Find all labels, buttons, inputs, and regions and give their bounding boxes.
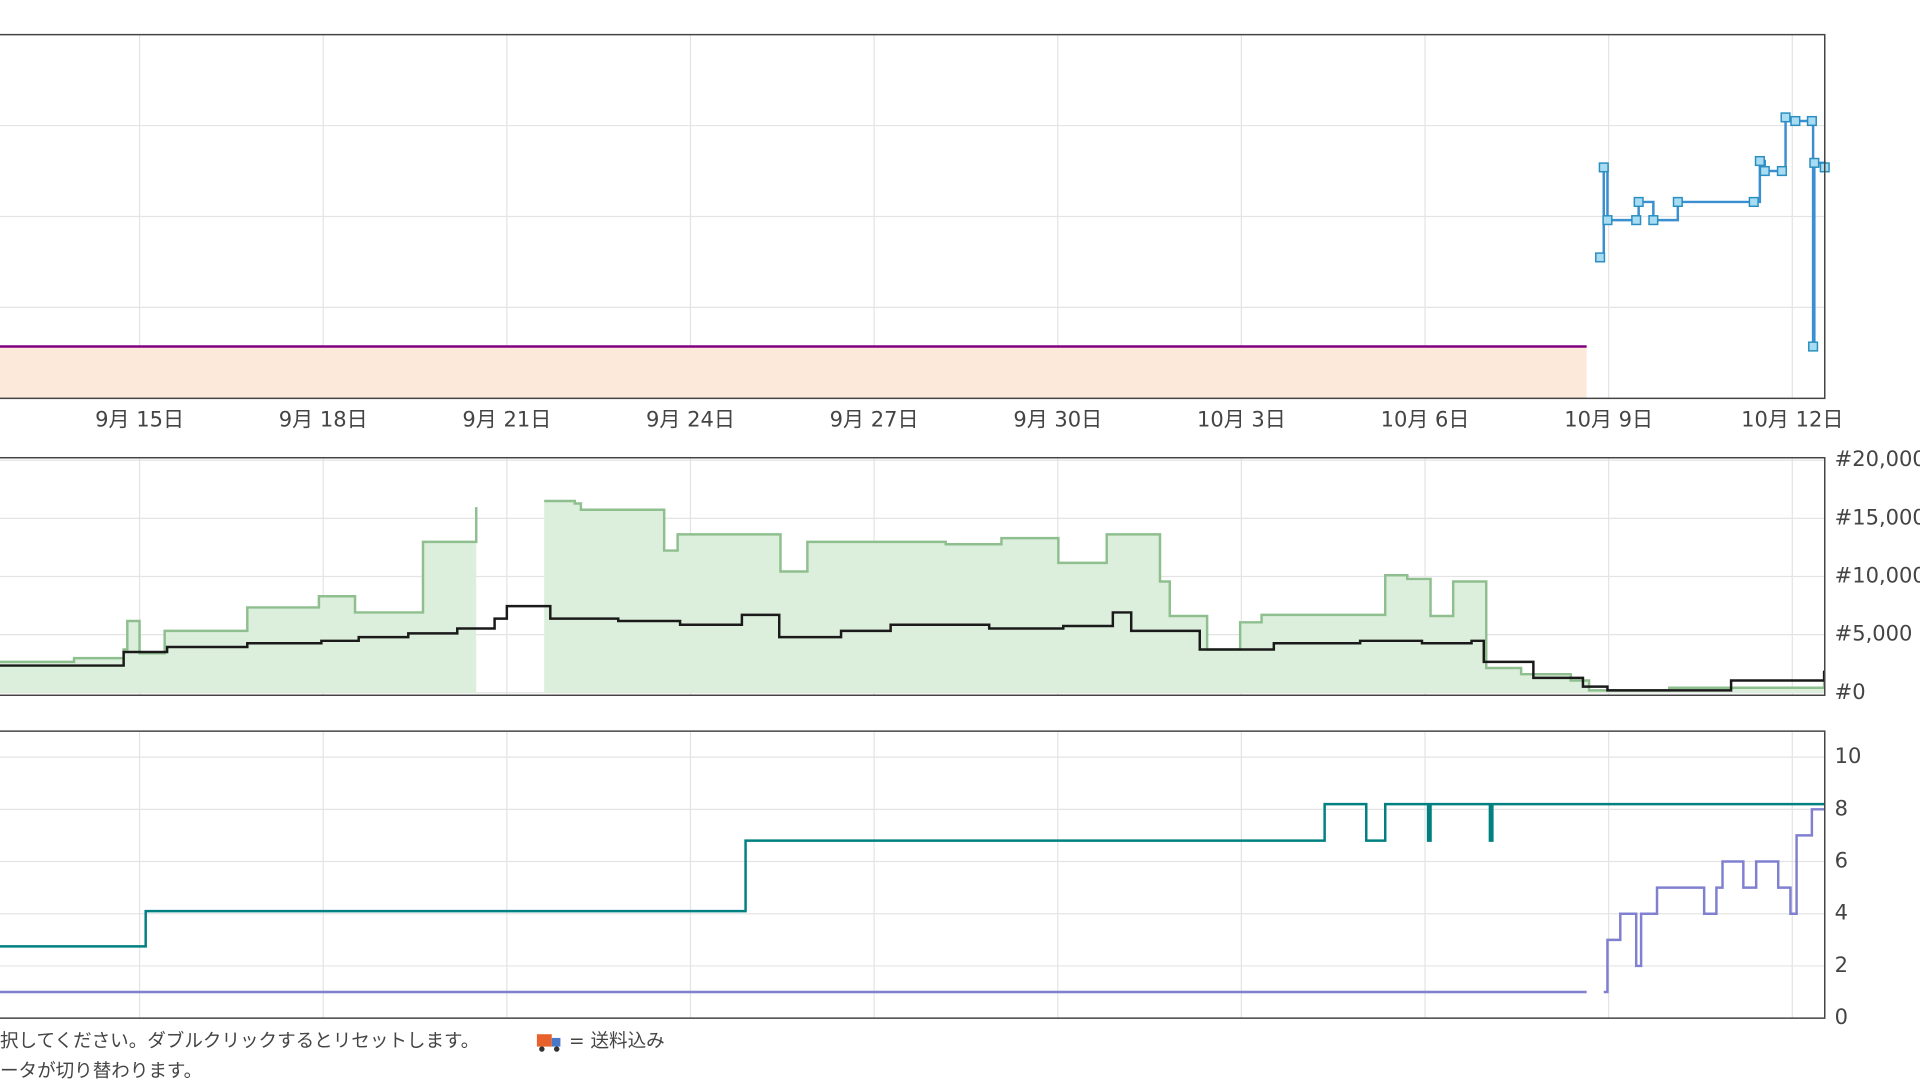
x-tick-label: 10月 3日 [1197,407,1286,432]
y-tick-label: 2 [1835,952,1848,977]
x-tick-label: 9月 24日 [646,407,735,432]
point-marker [1780,112,1791,123]
area-fill [0,501,1825,693]
x-tick-label: 10月 12日 [1741,407,1843,432]
plot-frame [0,456,1826,696]
point-marker [1595,252,1606,263]
x-tick-label: 10月 6日 [1381,407,1470,432]
shipping-legend: = 送料込み [569,1031,665,1052]
series-line [0,802,1825,948]
y-tick-label: #0 [1835,679,1866,704]
plot-frame [0,33,1826,400]
point-marker [1672,196,1683,208]
point-marker [1790,115,1801,127]
x-tick-label: 9月 21日 [462,407,551,432]
point-marker [1633,196,1644,208]
series-line [0,808,1825,994]
y-tick-label: #20,000 [1835,446,1920,471]
area-fill [0,346,1587,399]
y-tick-label: #5,000 [1835,621,1913,646]
shipping-icon [536,1034,561,1052]
point-marker [1776,165,1787,177]
point-marker [1759,165,1770,177]
footer-text: ータが切り替わります。 [0,1061,202,1080]
point-marker [1809,157,1820,168]
point-marker [1602,215,1613,226]
footer-text: 択してください。ダブルクリックするとリセットします。 [0,1030,479,1052]
point-marker [1808,341,1819,352]
point-marker [1806,115,1817,127]
y-tick-label: 6 [1835,848,1848,873]
x-tick-label: 9月 27日 [830,407,919,432]
series-line [0,604,1826,692]
point-marker [1748,196,1759,208]
x-tick-label: 9月 18日 [279,407,368,432]
point-marker [1648,215,1659,226]
x-tick-label: 9月 30日 [1013,407,1102,432]
y-tick-label: #15,000 [1835,504,1920,529]
plot-frame [0,730,1826,1019]
point-marker [1754,155,1765,167]
y-tick-label: #10,000 [1835,562,1920,587]
x-tick-label: 10月 9日 [1564,407,1653,432]
y-tick-label: 8 [1835,795,1848,820]
y-tick-label: 10 [1835,743,1862,768]
series-line [1600,116,1826,348]
x-tick-label: 9月 15日 [95,407,184,432]
point-marker [1598,162,1609,173]
y-tick-label: 4 [1835,900,1848,925]
y-tick-label: 0 [1835,1004,1848,1029]
point-marker [1631,215,1642,226]
